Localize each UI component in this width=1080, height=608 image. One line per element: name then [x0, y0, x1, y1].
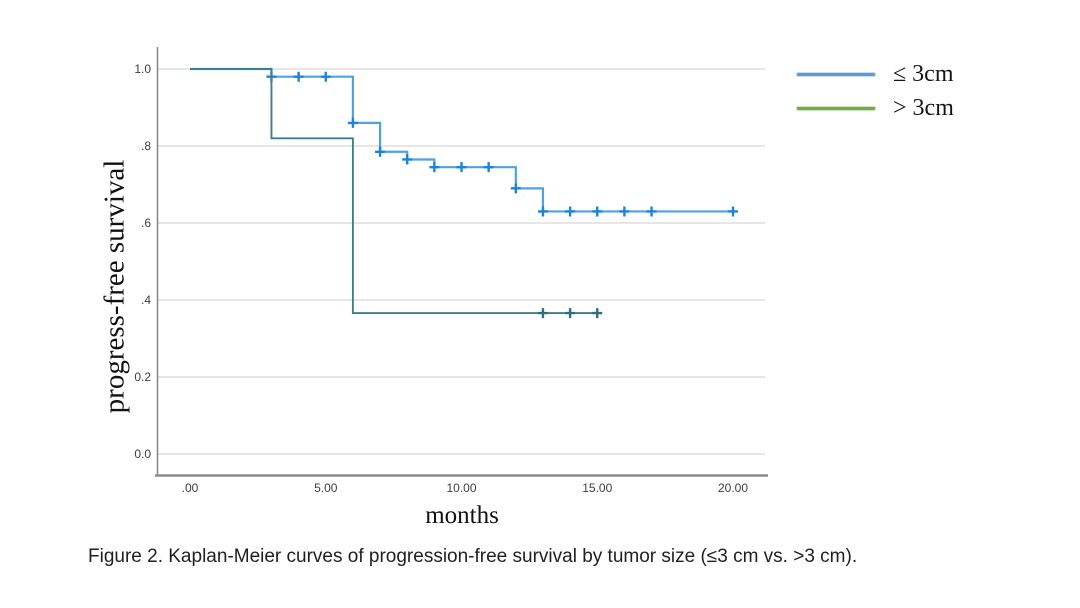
x-axis-title: months: [425, 502, 499, 529]
censor-mark: [565, 308, 576, 319]
censor-mark: [537, 308, 548, 319]
y-tick-label: .6: [140, 216, 151, 230]
figure-caption: Figure 2. Kaplan-Meier curves of progres…: [88, 546, 858, 567]
legend-line-swatch: [797, 72, 875, 76]
legend-label: ≤ 3cm: [893, 60, 954, 87]
x-tick-label: .00: [181, 481, 199, 495]
legend-item-0: ≤ 3cm: [797, 57, 954, 91]
censor-mark: [728, 206, 738, 217]
y-tick-label: .8: [140, 139, 151, 153]
censor-mark: [592, 206, 603, 217]
legend-item-1: > 3cm: [797, 91, 954, 125]
legend-line-swatch: [797, 106, 875, 110]
km-curve-1: [190, 68, 598, 315]
censor-mark: [320, 71, 331, 82]
censor-mark: [646, 206, 657, 217]
x-tick-label: 10.00: [446, 481, 477, 495]
censor-mark: [429, 162, 440, 173]
censor-mark: [537, 206, 548, 217]
y-tick-label: 0.0: [134, 447, 151, 461]
y-tick-label: 1.0: [134, 62, 151, 76]
legend-label: > 3cm: [893, 94, 954, 121]
x-tick-label: 20.00: [717, 481, 749, 495]
x-tick-label: 15.00: [582, 481, 613, 495]
censor-mark: [347, 117, 358, 128]
censor-mark: [510, 183, 521, 194]
y-tick-label: .4: [140, 293, 151, 307]
censor-mark: [619, 206, 630, 217]
x-tick-label: 5.00: [314, 481, 338, 495]
censor-mark: [565, 206, 576, 217]
censor-mark: [456, 162, 467, 173]
chart-legend: ≤ 3cm > 3cm: [797, 57, 954, 125]
censor-mark: [592, 308, 603, 319]
censor-mark: [375, 146, 386, 157]
censor-mark: [402, 154, 413, 165]
y-tick-label: 0.2: [134, 370, 151, 384]
censor-mark: [483, 162, 494, 173]
censor-mark: [293, 71, 304, 82]
